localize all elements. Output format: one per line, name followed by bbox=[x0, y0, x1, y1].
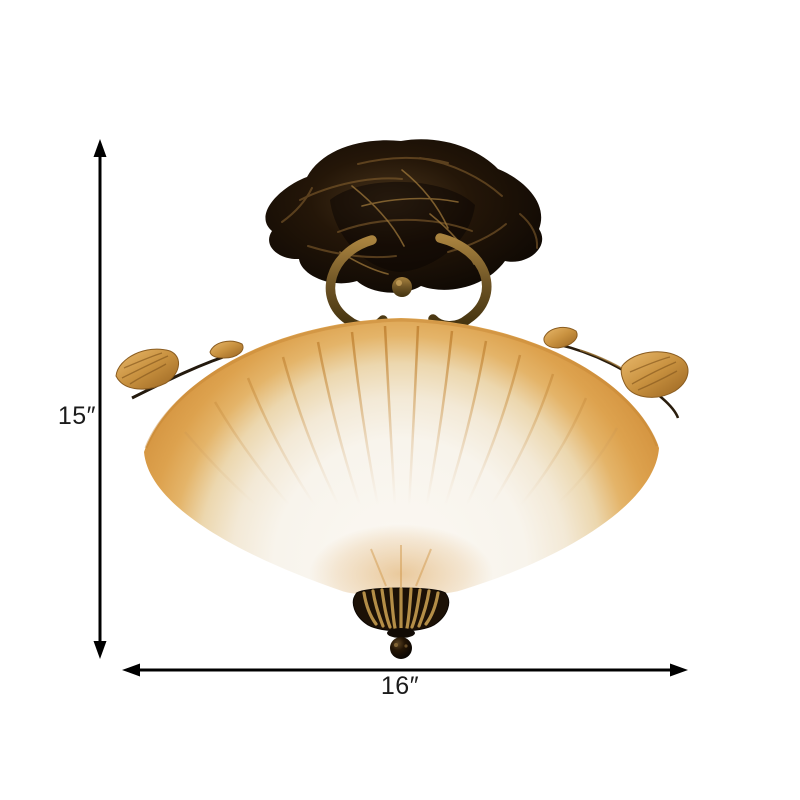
arrow-left-icon bbox=[122, 663, 140, 677]
right-large-leaf bbox=[620, 351, 689, 398]
right-leaf-accents bbox=[543, 327, 689, 419]
arrow-right-icon bbox=[670, 663, 688, 677]
left-leaf-accents bbox=[115, 340, 244, 400]
height-dimension-label: 15″ bbox=[57, 402, 96, 430]
glass-shade bbox=[144, 318, 659, 596]
finial-ribs bbox=[362, 587, 440, 630]
stem-ball bbox=[392, 277, 412, 297]
neck-flute-tips bbox=[370, 545, 432, 587]
finial-collar bbox=[387, 628, 415, 638]
canopy-brushed-streaks bbox=[281, 156, 539, 259]
left-large-leaf bbox=[115, 348, 179, 390]
finial bbox=[352, 587, 450, 659]
height-arrow bbox=[93, 139, 107, 659]
shade-rim-edge bbox=[144, 318, 659, 449]
width-arrow bbox=[122, 663, 688, 677]
canopy bbox=[265, 139, 543, 293]
arrow-up-icon bbox=[93, 139, 107, 157]
arrow-down-icon bbox=[93, 641, 107, 659]
right-small-leaf bbox=[543, 327, 578, 349]
finial-ball bbox=[390, 637, 412, 659]
width-dimension-label: 16″ bbox=[380, 672, 420, 700]
neck-amber-glow bbox=[309, 524, 493, 596]
left-small-leaf bbox=[209, 340, 244, 359]
